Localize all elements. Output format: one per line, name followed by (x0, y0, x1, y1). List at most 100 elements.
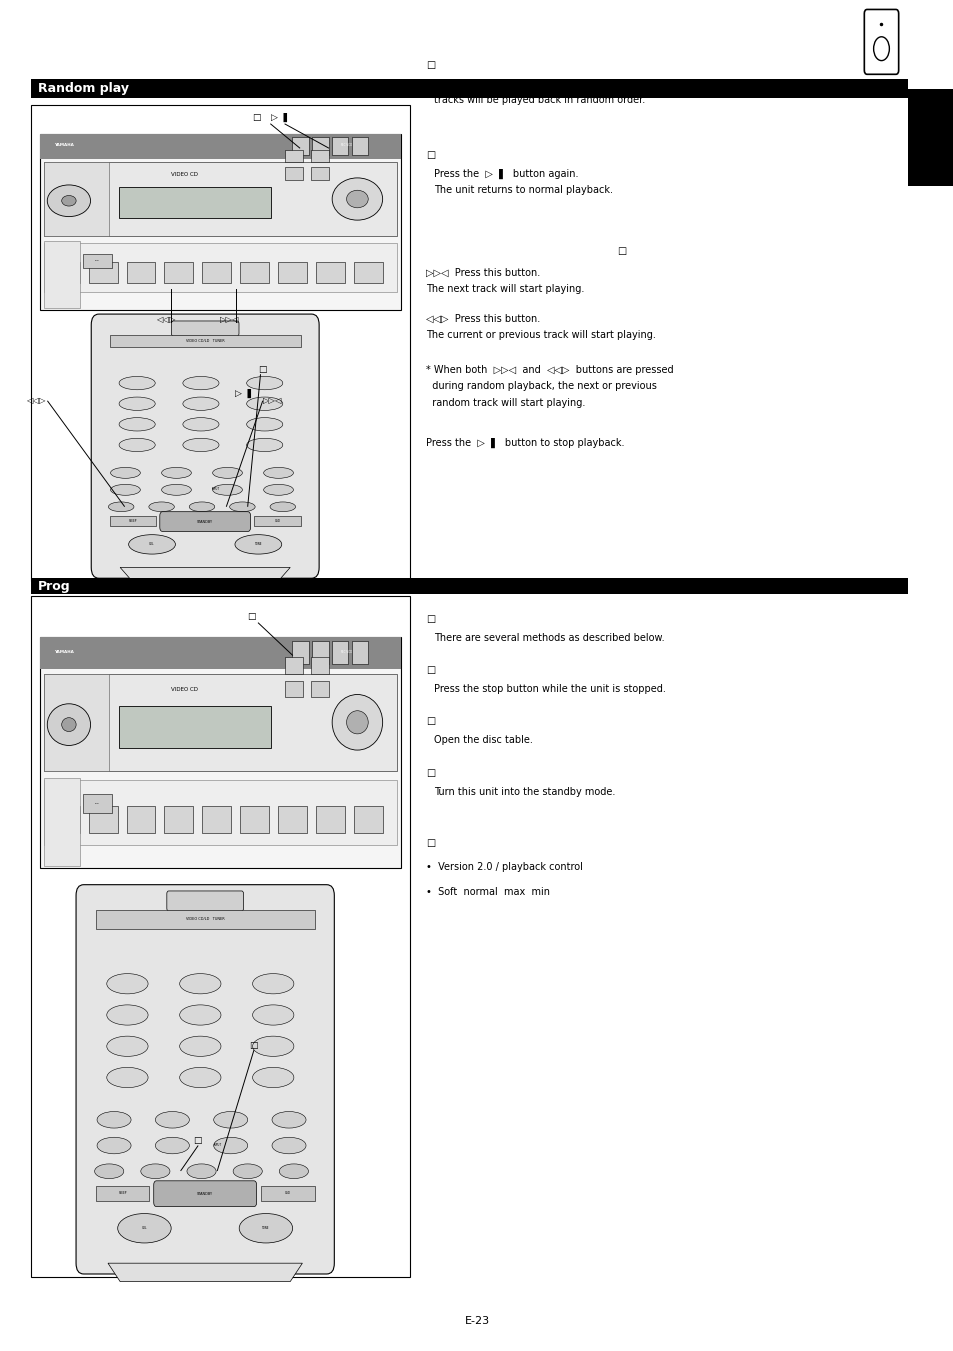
Ellipse shape (239, 1213, 293, 1243)
Text: TUNE: TUNE (262, 1227, 270, 1231)
Ellipse shape (183, 438, 219, 451)
Bar (83, 254, 112, 267)
Bar (240, 262, 269, 284)
Text: ▷▷◁  Press this button.: ▷▷◁ Press this button. (426, 267, 540, 278)
Bar (44, 674, 396, 771)
Text: The current or previous track will start playing.: The current or previous track will start… (426, 330, 656, 340)
Text: Press the  ▷  ▌  button again.: Press the ▷ ▌ button again. (434, 169, 578, 180)
Bar (164, 262, 193, 284)
Text: YAMAHA: YAMAHA (54, 143, 74, 147)
Ellipse shape (253, 1036, 294, 1056)
FancyBboxPatch shape (172, 322, 239, 336)
Ellipse shape (187, 1165, 216, 1178)
Ellipse shape (279, 1165, 308, 1178)
Bar (119, 186, 271, 219)
Bar (40, 134, 400, 158)
Text: The next track will start playing.: The next track will start playing. (426, 284, 584, 295)
Text: □: □ (193, 1136, 201, 1146)
Ellipse shape (247, 377, 282, 390)
Ellipse shape (149, 503, 174, 512)
Bar (44, 162, 396, 236)
Text: □: □ (249, 1040, 257, 1050)
Ellipse shape (332, 178, 382, 220)
Text: □: □ (426, 59, 436, 70)
Bar (110, 516, 156, 526)
Bar (110, 335, 300, 347)
Ellipse shape (183, 417, 219, 431)
Ellipse shape (97, 1112, 131, 1128)
Ellipse shape (62, 196, 76, 207)
Bar (311, 681, 328, 697)
Text: SLEEP: SLEEP (118, 1192, 127, 1196)
Polygon shape (108, 1263, 302, 1282)
Ellipse shape (873, 36, 888, 61)
Text: E-23: E-23 (464, 1316, 489, 1327)
Ellipse shape (109, 503, 133, 512)
FancyBboxPatch shape (160, 512, 251, 531)
Ellipse shape (155, 1138, 190, 1154)
Text: VIDEO CD: VIDEO CD (171, 688, 197, 693)
Ellipse shape (107, 1036, 148, 1056)
Text: □: □ (258, 365, 267, 374)
Bar (44, 778, 80, 866)
Ellipse shape (111, 485, 140, 496)
Bar (352, 642, 368, 665)
Bar (95, 1186, 149, 1201)
Bar (164, 805, 193, 834)
Text: Press the  ▷  ▌  button to start playback. The: Press the ▷ ▌ button to start playback. … (434, 78, 655, 89)
Text: ▷▷◁: ▷▷◁ (220, 315, 239, 323)
Bar (89, 805, 117, 834)
Ellipse shape (179, 1036, 221, 1056)
Ellipse shape (179, 1067, 221, 1088)
Text: REC-VCD: REC-VCD (340, 650, 353, 654)
Ellipse shape (119, 397, 155, 411)
Bar (44, 243, 396, 292)
Ellipse shape (346, 190, 368, 208)
Ellipse shape (117, 1213, 171, 1243)
Ellipse shape (247, 438, 282, 451)
FancyBboxPatch shape (76, 885, 334, 1274)
Text: ▷  ▌: ▷ ▌ (271, 112, 290, 122)
Bar (311, 150, 328, 162)
Ellipse shape (247, 417, 282, 431)
Bar (332, 138, 348, 155)
Ellipse shape (263, 485, 294, 496)
Bar (312, 138, 328, 155)
Ellipse shape (161, 485, 192, 496)
Bar (293, 642, 309, 665)
Bar (277, 262, 307, 284)
Bar (95, 911, 314, 928)
Bar (83, 794, 112, 812)
Text: STANDBY: STANDBY (197, 1192, 213, 1196)
Bar (311, 658, 328, 674)
Text: □: □ (617, 246, 626, 257)
Text: The unit returns to normal playback.: The unit returns to normal playback. (434, 185, 613, 196)
Ellipse shape (213, 467, 242, 478)
Text: ◁◁▷: ◁◁▷ (155, 315, 175, 323)
Ellipse shape (129, 535, 175, 554)
Text: SLEEP: SLEEP (129, 519, 137, 523)
Text: VIDEO CD: VIDEO CD (171, 172, 197, 177)
Ellipse shape (230, 503, 254, 512)
Bar (40, 134, 400, 309)
Text: There are several methods as described below.: There are several methods as described b… (434, 632, 664, 643)
Ellipse shape (253, 1005, 294, 1025)
Text: Press the stop button while the unit is stopped.: Press the stop button while the unit is … (434, 684, 665, 694)
Ellipse shape (272, 1138, 306, 1154)
Bar (30, 596, 410, 1277)
Bar (285, 658, 303, 674)
Text: □: □ (247, 612, 255, 620)
Bar (261, 1186, 314, 1201)
Bar (44, 242, 80, 308)
Ellipse shape (213, 485, 242, 496)
Text: Press the  ▷  ▌  button to stop playback.: Press the ▷ ▌ button to stop playback. (426, 438, 624, 449)
Ellipse shape (111, 467, 140, 478)
Bar (44, 674, 109, 771)
Text: INPUT: INPUT (213, 1143, 221, 1147)
FancyBboxPatch shape (167, 890, 243, 911)
Text: * When both  ▷▷◁  and  ◁◁▷  buttons are pressed: * When both ▷▷◁ and ◁◁▷ buttons are pres… (426, 365, 674, 376)
Text: □: □ (426, 716, 436, 727)
Bar (30, 78, 907, 99)
Bar (127, 262, 155, 284)
Text: YAMAHA: YAMAHA (54, 650, 74, 654)
